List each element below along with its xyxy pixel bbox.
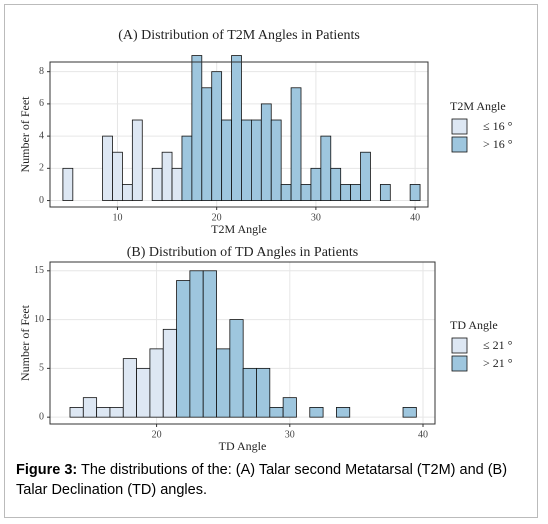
bar — [211, 71, 223, 201]
bar — [131, 119, 143, 201]
y-tick-label: 0 — [39, 195, 44, 206]
y-tick-label: 10 — [34, 314, 44, 325]
legend-label: ≤ 16 ° — [483, 119, 513, 133]
caption-text: The distributions of the: (A) Talar seco… — [16, 462, 508, 498]
bar — [201, 87, 213, 201]
bar — [290, 87, 302, 201]
legend-title: TD Angle — [450, 318, 498, 332]
bar — [229, 319, 244, 418]
bar — [82, 397, 98, 418]
bar — [280, 184, 292, 201]
bar — [122, 358, 137, 418]
legend-label: > 21 ° — [483, 356, 513, 370]
legend-label: > 16 ° — [483, 137, 513, 151]
chart-title: (B) Distribution of TD Angles in Patient… — [127, 245, 359, 260]
bar — [176, 280, 191, 418]
bar — [251, 119, 262, 201]
y-tick-label: 4 — [39, 130, 44, 141]
bar — [300, 184, 312, 201]
bar — [379, 184, 391, 201]
legend-swatch — [451, 337, 468, 354]
caption: Figure 3: The distributions of the: (A) … — [8, 460, 534, 500]
bar — [340, 184, 352, 201]
plot-border — [49, 261, 436, 425]
bar — [241, 119, 252, 201]
bar — [171, 167, 183, 201]
legend-title: T2M Angle — [450, 99, 506, 113]
x-tick-label: 30 — [285, 429, 295, 440]
bar — [269, 407, 284, 418]
bar — [162, 328, 177, 418]
legend-label: ≤ 21 ° — [483, 338, 513, 352]
bar — [161, 151, 173, 201]
bar — [136, 367, 151, 418]
x-tick-label: 10 — [112, 212, 122, 223]
bar — [320, 135, 332, 201]
caption-label: Figure 3: — [16, 462, 78, 478]
bar — [122, 184, 133, 201]
bar — [102, 135, 113, 201]
y-tick-label: 6 — [39, 98, 44, 109]
bar — [149, 348, 164, 418]
bar — [221, 119, 232, 201]
legend-swatch — [451, 118, 468, 135]
bar — [112, 151, 123, 201]
y-tick-label: 2 — [39, 163, 44, 174]
bar — [260, 103, 272, 201]
bar — [96, 407, 111, 418]
chart: 10 20 30 40 0 2 4 6 8 (A) Distribution of T2M Ang… — [18, 28, 513, 453]
bar — [256, 367, 271, 418]
x-axis-label: TD Angle — [219, 439, 267, 453]
bar — [231, 55, 242, 201]
figure-frame — [4, 4, 538, 518]
bar — [336, 407, 351, 418]
y-axis-label: Number of Feet — [18, 96, 32, 173]
bar — [360, 151, 371, 201]
bar — [282, 397, 297, 418]
x-axis-label: T2M Angle — [211, 222, 267, 236]
bar — [151, 167, 163, 201]
bar — [202, 270, 217, 418]
x-tick-label: 20 — [152, 429, 162, 440]
bar — [69, 407, 84, 418]
bar — [409, 184, 421, 201]
bar — [109, 407, 124, 418]
plot-border — [49, 61, 429, 208]
bar — [330, 167, 342, 201]
legend-swatch — [451, 355, 468, 372]
bar — [350, 184, 361, 201]
x-tick-label: 20 — [212, 212, 222, 223]
bar — [181, 135, 193, 201]
bar — [62, 167, 74, 201]
y-tick-label: 0 — [39, 411, 44, 422]
bar — [191, 55, 203, 201]
bar — [242, 367, 257, 418]
y-tick-label: 15 — [34, 265, 44, 276]
x-tick-label: 40 — [410, 212, 420, 223]
bar — [310, 167, 322, 201]
bar — [216, 348, 231, 418]
y-tick-label: 5 — [39, 363, 44, 374]
bar — [270, 119, 282, 201]
y-axis-label: Number of Feet — [18, 304, 32, 381]
legend-swatch — [451, 136, 468, 153]
bar — [189, 270, 204, 418]
bar — [309, 407, 324, 418]
x-tick-label: 40 — [418, 429, 428, 440]
y-tick-label: 8 — [39, 66, 44, 77]
chart-title: (A) Distribution of T2M Angles in Patien… — [118, 28, 360, 43]
bar — [402, 407, 417, 418]
x-tick-label: 30 — [311, 212, 321, 223]
